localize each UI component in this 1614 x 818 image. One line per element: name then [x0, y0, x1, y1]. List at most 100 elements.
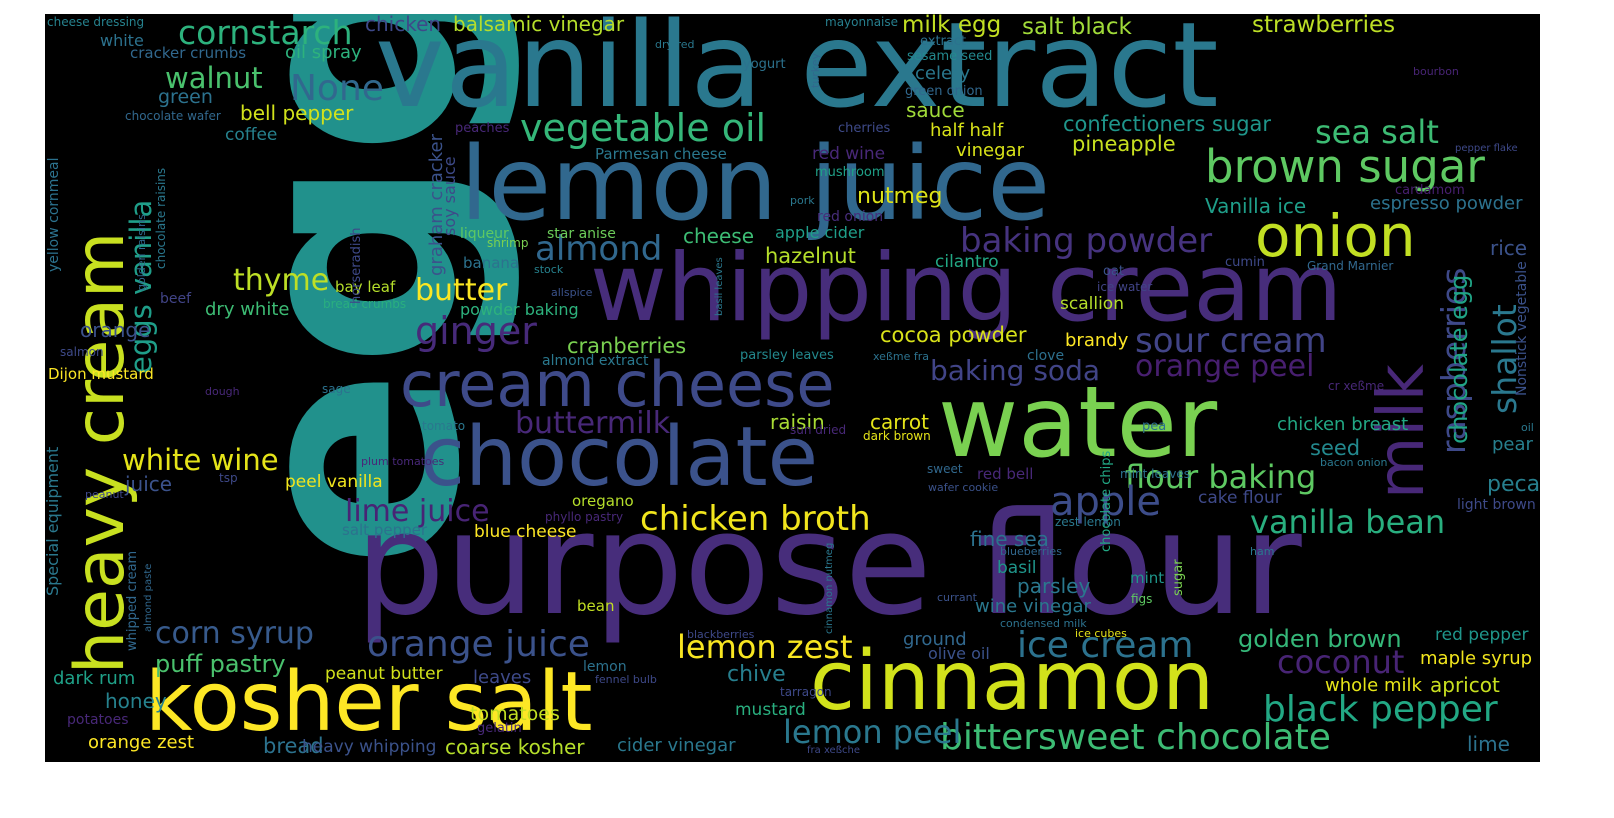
- word-grand-marnier: Grand Marnier: [1307, 259, 1394, 273]
- word-sage: sage: [322, 382, 351, 396]
- word-almond-paste: almond paste: [143, 563, 154, 632]
- word-chicken-broth: chicken broth: [640, 499, 871, 539]
- word-pork: pork: [790, 194, 815, 207]
- word-sauce: sauce: [906, 98, 965, 122]
- word-cr-xeme: cr xeßme: [1328, 379, 1385, 393]
- word-whipping-cream: whipping cream: [590, 234, 1343, 343]
- word-bacon-onion: bacon onion: [1320, 456, 1388, 469]
- word-vanilla-ice: Vanilla ice: [1205, 194, 1307, 218]
- word-mayonnaise: mayonnaise: [825, 15, 899, 29]
- word-buttermilk: buttermilk: [515, 406, 671, 441]
- word-cider-vinegar: cider vinegar: [617, 735, 736, 756]
- word-fra-xeche: fra xeßche: [807, 745, 860, 756]
- word-parmesan-cheese: Parmesan cheese: [595, 145, 727, 163]
- word-fennel-bulb: fennel bulb: [595, 673, 657, 686]
- word-yogurt: yogurt: [743, 57, 786, 72]
- word-lime-juice: lime juice: [345, 494, 490, 529]
- word-kosher-salt: kosher salt: [145, 655, 593, 750]
- word-red-pepper: red pepper: [1435, 625, 1529, 645]
- word-heavy-whipping: heavy whipping: [302, 737, 437, 757]
- word-nutmeg: nutmeg: [857, 184, 943, 209]
- word-almond: almond: [535, 229, 663, 269]
- word-turkey: turkey: [809, 52, 822, 88]
- word-stock: stock: [534, 263, 564, 276]
- word-tomatoes: tomatoes: [470, 703, 560, 725]
- word-carrot: carrot: [870, 410, 929, 434]
- word-cake-flour: cake flour: [1198, 488, 1282, 508]
- word-wine-vinegar: wine vinegar: [975, 596, 1091, 617]
- word-hazelnut: hazelnut: [765, 244, 856, 268]
- word-sour-cream: sour cream: [1135, 321, 1327, 361]
- word-none: None: [290, 68, 384, 109]
- word-leaves: leaves: [473, 667, 532, 688]
- word-ham: ham: [1250, 545, 1275, 558]
- word-mint: mint: [1130, 569, 1165, 587]
- word-oil: oil: [1521, 421, 1534, 434]
- word-mint-leaves: mint leaves: [1120, 467, 1190, 481]
- word-liqueur: liqueur: [460, 226, 509, 242]
- word-sesame-seed: sesame seed: [907, 49, 993, 64]
- word-green: green: [158, 86, 213, 108]
- word-orange-zest: orange zest: [88, 732, 195, 753]
- word-lemon-zest: lemon zest: [677, 628, 853, 666]
- word-bread-crumbs: bread crumbs: [323, 297, 407, 311]
- word-cracker-crumbs: cracker crumbs: [130, 44, 247, 62]
- word-corn-syrup: corn syrup: [155, 616, 314, 651]
- word-dry-red: dry red: [655, 38, 695, 51]
- word-black-pepper: black pepper: [1263, 689, 1498, 730]
- word-chocolate-raisins: chocolate raisins: [154, 167, 168, 269]
- word-rice: rice: [1490, 236, 1528, 260]
- word-allspice: allspice: [551, 286, 593, 299]
- word-vinegar: vinegar: [956, 140, 1024, 161]
- word-mustard: mustard: [735, 700, 806, 720]
- word-parsley-leaves: parsley leaves: [740, 348, 834, 363]
- word-salmon: salmon: [60, 345, 104, 359]
- word-chicken-breast: chicken breast: [1277, 414, 1409, 435]
- word-cream-cheese: cream cheese: [400, 348, 835, 421]
- word-sea-salt: sea salt: [1315, 113, 1439, 151]
- word-basil-leaves: basil leaves: [714, 257, 725, 316]
- word-brandy: brandy: [1065, 330, 1129, 351]
- word-sweet: sweet: [927, 462, 963, 476]
- word-cranberries: cranberries: [567, 334, 687, 358]
- word-butter: butter: [415, 273, 508, 308]
- word-blackberries: blackberries: [687, 628, 755, 641]
- word-chocolate-wafer: chocolate wafer: [125, 109, 221, 123]
- word-lemon-juice: lemon juice: [460, 125, 1051, 244]
- word-gelatin: gelatin: [477, 721, 522, 736]
- word-bay-leaf: bay leaf: [335, 278, 396, 296]
- word-apple-cider: apple cider: [775, 223, 865, 242]
- word-lemon: lemon: [583, 659, 627, 675]
- word-milk-egg: milk egg: [902, 14, 1002, 38]
- word-sugar: sugar: [1171, 559, 1186, 596]
- word-basil: basil: [997, 558, 1037, 578]
- word-tsp: tsp: [219, 471, 238, 485]
- word-cardamom: cardamom: [1395, 183, 1465, 198]
- word-cinnamon: cinnamon: [810, 634, 1215, 729]
- word-soy-sauce: soy sauce: [440, 156, 459, 236]
- word-almond-extract: almond extract: [542, 353, 649, 369]
- word-whole-milk: whole milk: [1325, 675, 1422, 696]
- word-orange-juice: orange juice: [367, 624, 590, 665]
- word-figs: figs: [1131, 592, 1153, 606]
- word-coarse-kosher: coarse kosher: [445, 735, 585, 759]
- word-light-brown: light brown: [1457, 497, 1536, 513]
- word-cilantro: cilantro: [935, 252, 999, 272]
- word-baking-soda: baking soda: [930, 354, 1100, 387]
- word-nonstick-vegetable: Nonstick vegetable: [1514, 261, 1530, 396]
- word-oil-spray: oil spray: [285, 42, 362, 63]
- word-ice-water: ice water: [1097, 280, 1153, 294]
- word-peaches: peaches: [455, 121, 510, 136]
- word-cheese-dressing: cheese dressing: [47, 15, 145, 29]
- word-bread: bread: [263, 734, 324, 758]
- word-tarragon: tarragon: [780, 685, 832, 699]
- word-pepper-flake: pepper flake: [1455, 143, 1518, 154]
- word-dark-rum: dark rum: [53, 668, 136, 689]
- word-half-half: half half: [930, 120, 1004, 141]
- word-orange: orange: [80, 318, 151, 342]
- word-bell-pepper: bell pepper: [240, 101, 354, 125]
- word-golden-raisins: golden raisins: [135, 214, 148, 291]
- word-wafer-cookie: wafer cookie: [928, 481, 999, 494]
- word-coffee: coffee: [225, 125, 278, 145]
- word-seed: seed: [1310, 436, 1361, 460]
